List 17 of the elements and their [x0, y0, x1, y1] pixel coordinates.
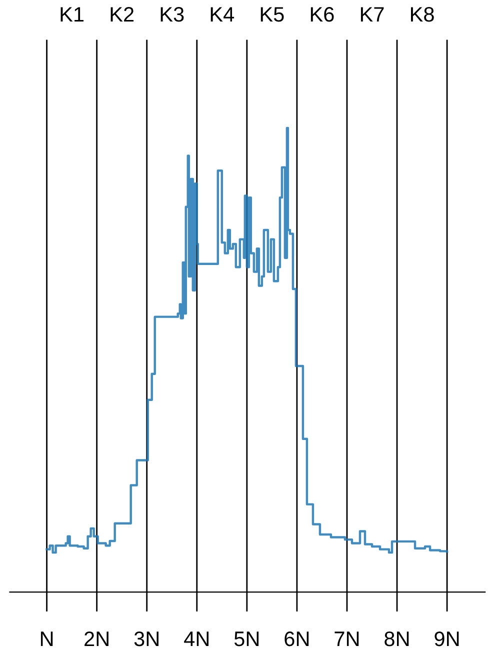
x-tick-label: 3N: [134, 631, 158, 646]
x-tick-label: 4N: [184, 632, 208, 646]
text: K4: [210, 7, 234, 22]
x-tick-label: 2N: [84, 631, 108, 646]
text: K3: [160, 7, 184, 22]
x-tick-label: 5N: [234, 632, 259, 646]
x-tick-label: 7N: [334, 632, 359, 646]
x-tick-label: 9N: [434, 631, 459, 646]
text: K6: [310, 7, 334, 22]
text: K2: [110, 7, 134, 22]
text: K8: [411, 7, 434, 22]
x-tick-label: 6N: [284, 631, 309, 646]
text: K5: [260, 7, 284, 22]
text: K7: [360, 7, 384, 22]
text: K1: [60, 7, 84, 22]
x-tick-label: 8N: [384, 631, 409, 646]
x-tick-label: N: [40, 632, 53, 646]
